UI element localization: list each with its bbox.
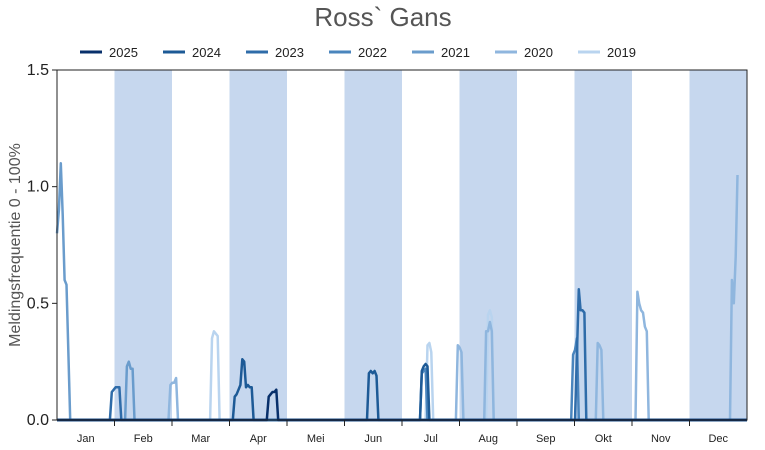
legend-label-2021: 2021 bbox=[441, 45, 470, 60]
y-tick-label: 0.5 bbox=[27, 295, 49, 312]
legend-label-2024: 2024 bbox=[192, 45, 221, 60]
legend-label-2025: 2025 bbox=[109, 45, 138, 60]
series-line-2025 bbox=[57, 388, 747, 422]
x-tick-label-feb: Feb bbox=[134, 433, 153, 445]
legend: 2025 2024 2023 2022 2021 2020 2019 bbox=[80, 45, 636, 60]
x-tick-label-mar: Mar bbox=[191, 433, 210, 445]
x-tick-label-sep: Sep bbox=[536, 433, 556, 445]
legend-label-2019: 2019 bbox=[607, 45, 636, 60]
legend-label-2020: 2020 bbox=[524, 45, 553, 60]
x-tick-label-dec: Dec bbox=[708, 433, 728, 445]
series-line-2019 bbox=[57, 309, 747, 422]
x-tick-label-jun: Jun bbox=[364, 433, 382, 445]
y-tick-label: 1.0 bbox=[27, 179, 49, 196]
chart-title: Ross` Gans bbox=[314, 2, 451, 32]
shade-band-feb bbox=[114, 70, 172, 420]
shade-band-jun bbox=[344, 70, 402, 420]
x-tick-label-aug: Aug bbox=[478, 433, 498, 445]
axes: 0.0 0.5 1.0 1.5 Jan Feb Mar Apr Mei Jun Jul Aug Sep O… bbox=[27, 62, 748, 445]
y-tick-label: 1.5 bbox=[27, 62, 49, 79]
y-tick-label: 0.0 bbox=[27, 412, 49, 429]
shade-band-okt bbox=[574, 70, 632, 420]
legend-label-2023: 2023 bbox=[275, 45, 304, 60]
x-tick-label-jul: Jul bbox=[424, 433, 438, 445]
shade-band-apr bbox=[229, 70, 287, 420]
shade-band-dec bbox=[689, 70, 747, 420]
x-tick-label-jan: Jan bbox=[77, 433, 95, 445]
x-tick-label-nov: Nov bbox=[651, 433, 671, 445]
y-axis-label: Meldingsfrequentie 0 - 100% bbox=[7, 143, 24, 347]
x-tick-label-mei: Mei bbox=[307, 433, 325, 445]
x-tick-label-okt: Okt bbox=[595, 433, 612, 445]
legend-label-2022: 2022 bbox=[358, 45, 387, 60]
x-tick-label-apr: Apr bbox=[250, 433, 267, 445]
